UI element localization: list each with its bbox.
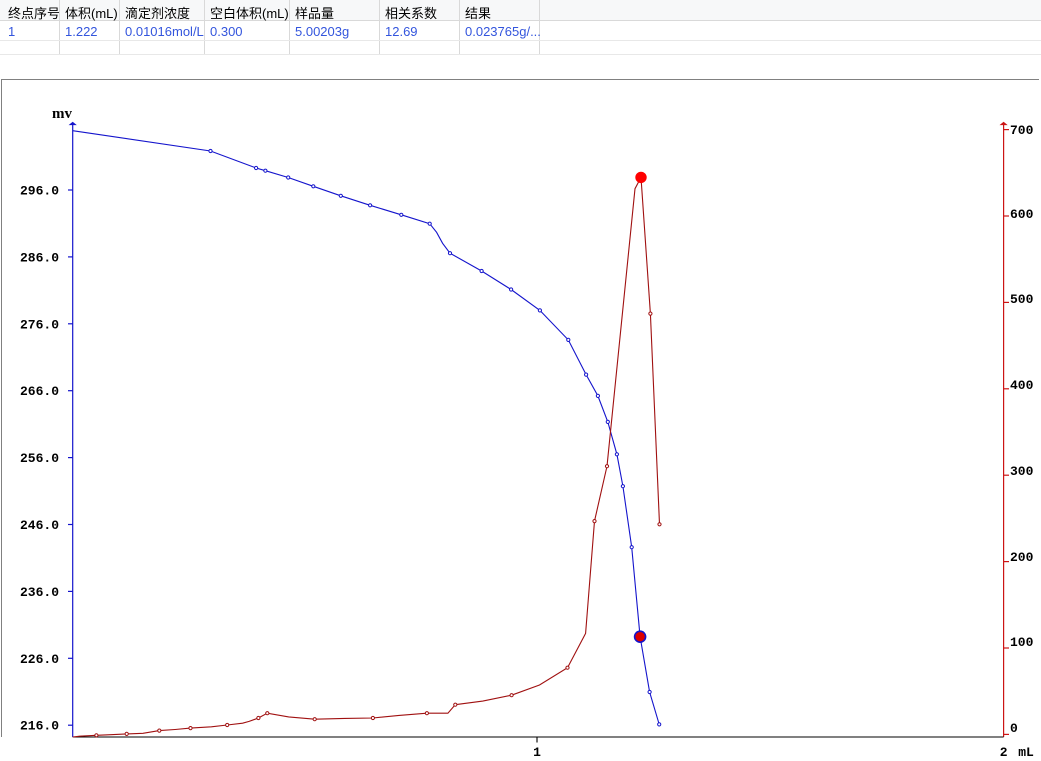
svg-text:286.0: 286.0 — [20, 250, 59, 265]
svg-text:mL: mL — [1018, 745, 1034, 760]
svg-text:200: 200 — [1010, 550, 1034, 565]
svg-text:256.0: 256.0 — [20, 451, 59, 466]
svg-text:296.0: 296.0 — [20, 184, 59, 199]
svg-text:300: 300 — [1010, 464, 1034, 479]
svg-text:216.0: 216.0 — [20, 719, 59, 734]
svg-text:mv: mv — [52, 106, 72, 122]
svg-text:700: 700 — [1010, 123, 1034, 138]
svg-text:266.0: 266.0 — [20, 384, 59, 399]
svg-text:2: 2 — [1000, 745, 1008, 760]
svg-text:276.0: 276.0 — [20, 317, 59, 332]
svg-text:236.0: 236.0 — [20, 585, 59, 600]
svg-text:500: 500 — [1010, 292, 1034, 307]
svg-text:226.0: 226.0 — [20, 652, 59, 667]
svg-text:1: 1 — [533, 745, 541, 760]
svg-text:246.0: 246.0 — [20, 518, 59, 533]
svg-text:600: 600 — [1010, 207, 1034, 222]
svg-text:400: 400 — [1010, 378, 1034, 393]
svg-text:0: 0 — [1010, 721, 1018, 736]
svg-text:100: 100 — [1010, 635, 1034, 650]
